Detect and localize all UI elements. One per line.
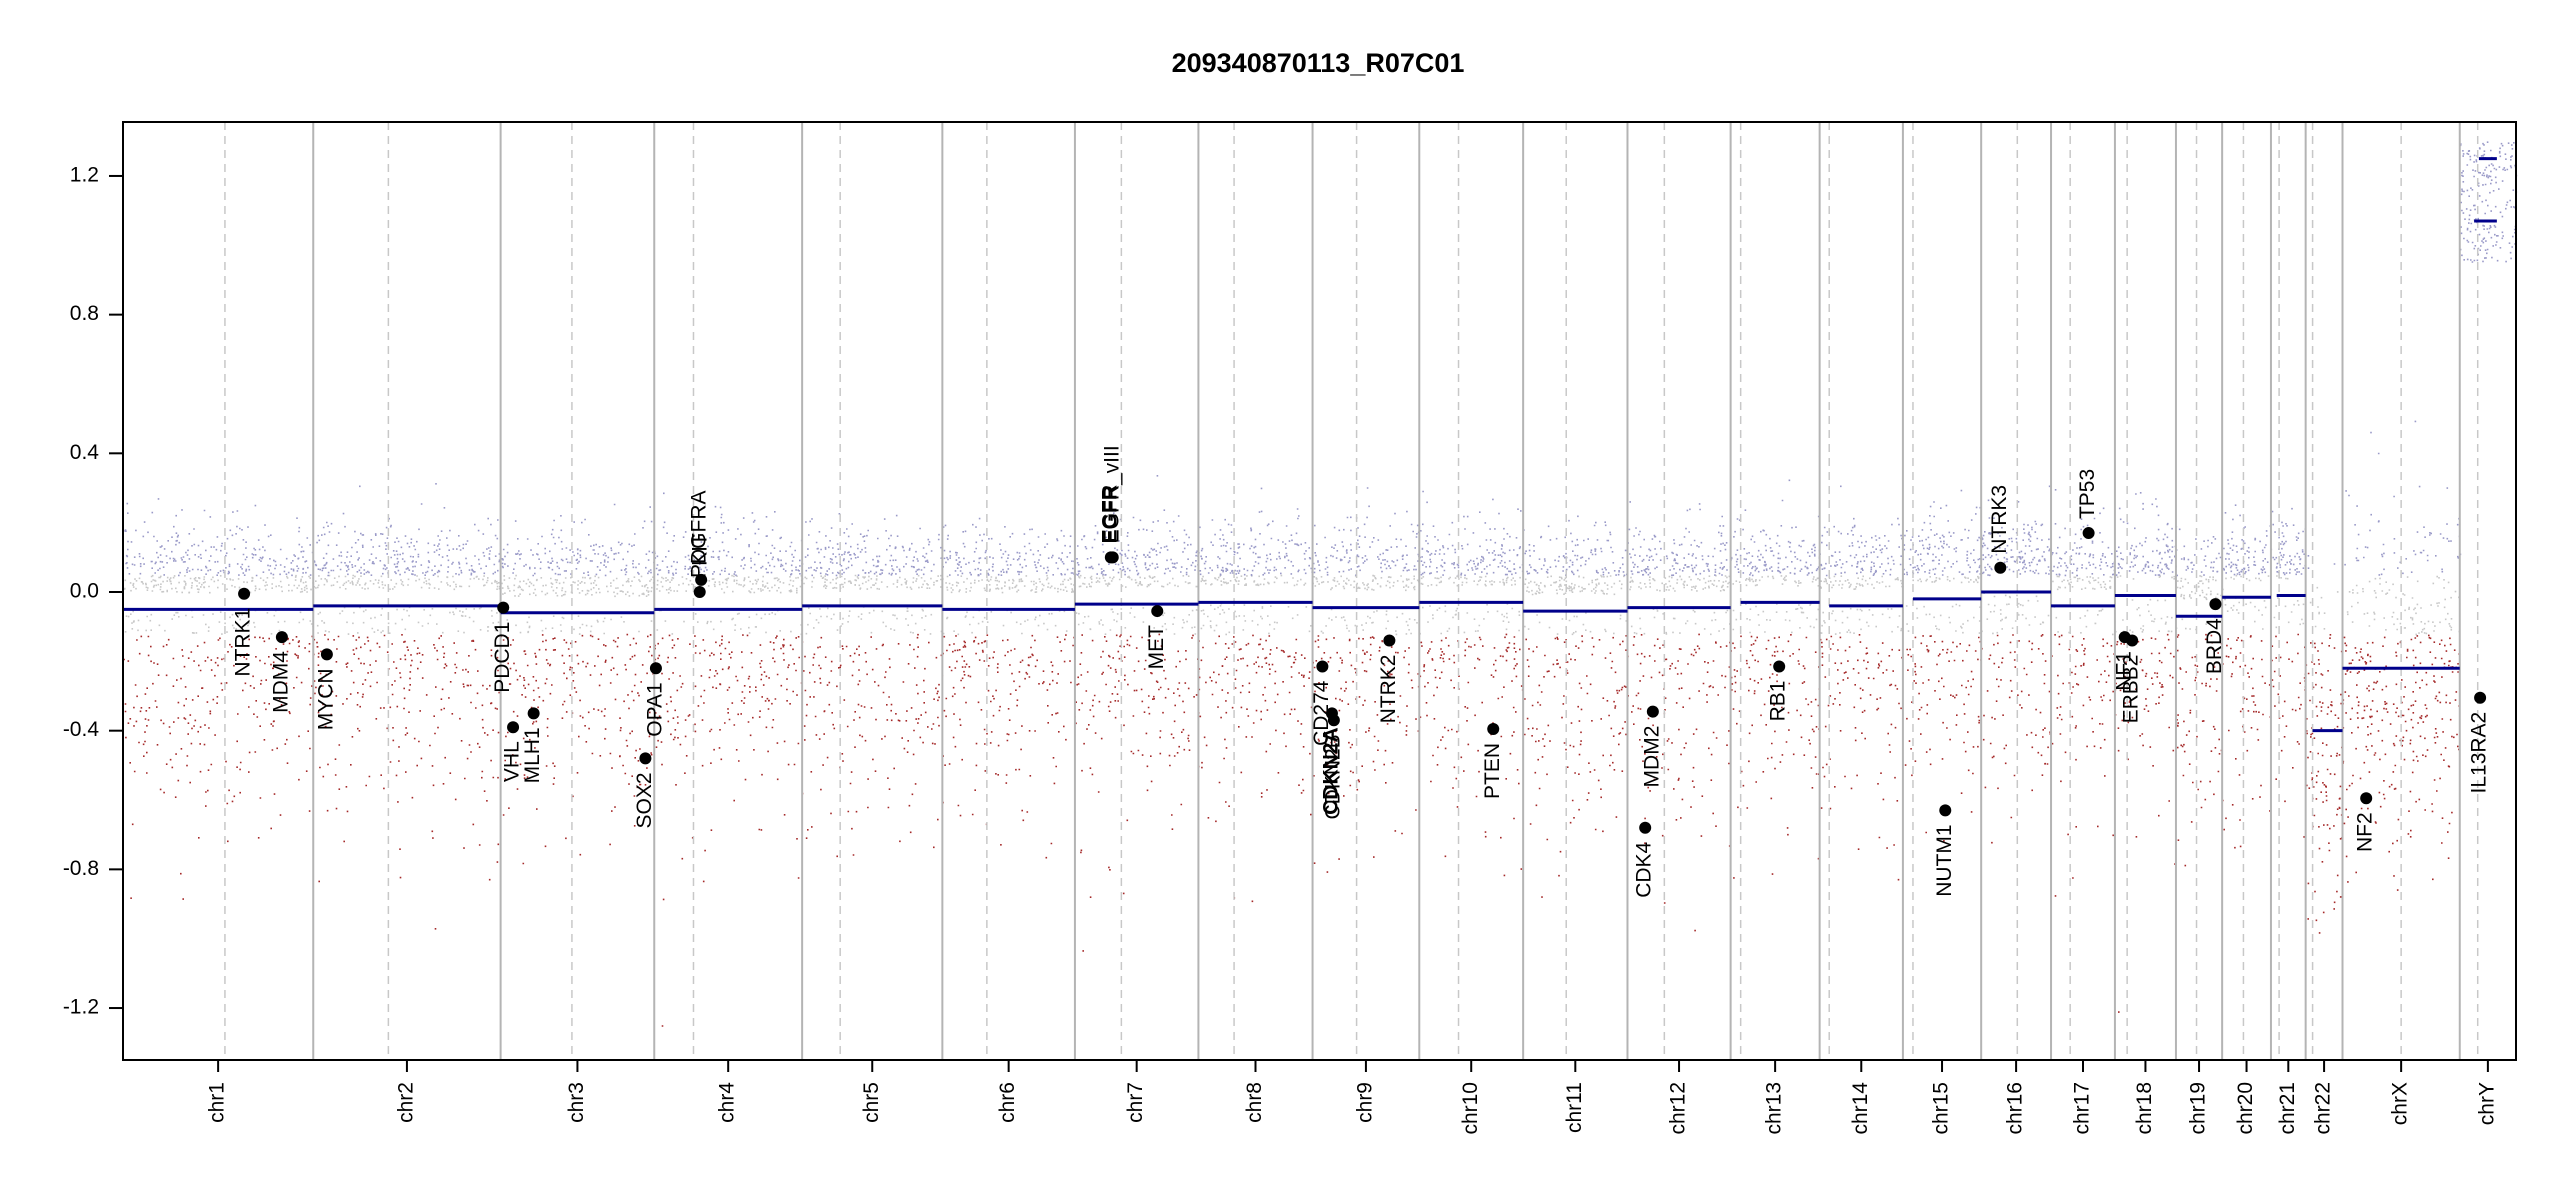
- gene-point: [507, 721, 520, 734]
- gene-label: NTRK3: [1988, 485, 2011, 554]
- gene-label: CD274: [1310, 680, 1333, 746]
- gene-point: [1106, 551, 1119, 564]
- gene-point: [2209, 598, 2222, 611]
- gene-label: VHL: [501, 741, 524, 782]
- gene-label: OPA1: [643, 682, 666, 736]
- chromosome-label: chr18: [2133, 1082, 2156, 1135]
- gene-label: MET: [1145, 625, 1168, 670]
- chromosome-label: chrY: [2475, 1082, 2498, 1125]
- loss-probe-points: [123, 633, 2460, 1027]
- gene-point: [2360, 792, 2373, 805]
- gene-label: MYCN: [314, 668, 337, 730]
- y-tick-label: 0.4: [70, 441, 100, 464]
- gene-label: MDM2: [1640, 726, 1663, 788]
- y-tick-label: 0.8: [70, 302, 99, 325]
- neutral-probe-points: [123, 574, 2461, 636]
- gene-label: KIT: [689, 533, 712, 566]
- chromosome-label: chr6: [996, 1082, 1019, 1123]
- chromosome-label: chr2: [394, 1082, 417, 1123]
- gene-point: [1939, 804, 1952, 817]
- chromosome-label: chr15: [1930, 1082, 1953, 1135]
- gene-label: NF2: [2354, 812, 2377, 852]
- gene-point: [649, 662, 662, 675]
- scatter-points-layer: [123, 141, 2518, 1027]
- gene-point: [693, 586, 706, 598]
- chromosome-label: chr7: [1124, 1082, 1147, 1123]
- gene-point: [1994, 561, 2007, 574]
- chromosome-label: chr20: [2234, 1082, 2257, 1135]
- y-tick-label: -0.4: [63, 718, 100, 741]
- gene-label: ERBB2: [2120, 655, 2143, 724]
- gene-label: BRD4: [2203, 618, 2226, 674]
- gene-point: [639, 752, 652, 765]
- gene-label: PTEN: [1481, 743, 1504, 799]
- gene-label: EGFR: [1098, 485, 1121, 543]
- chromosome-label: chr11: [1563, 1082, 1586, 1133]
- gene-point: [2474, 691, 2487, 704]
- y-tick-label: -0.8: [63, 857, 99, 880]
- gene-point: [695, 573, 708, 586]
- chromosome-label: chr1: [206, 1082, 229, 1123]
- chromosome-label: chr3: [565, 1082, 588, 1123]
- gene-label: SOX2: [633, 772, 656, 828]
- gene-label: NUTM1: [1933, 824, 1956, 896]
- chromosome-boundaries: [224, 122, 2479, 1060]
- gene-label: CDKN2B: [1321, 734, 1344, 819]
- gene-label: EGFR_vIII: [1100, 445, 1123, 543]
- axes: [122, 121, 2517, 1061]
- gene-point: [1316, 660, 1329, 673]
- chromosome-label: chr19: [2187, 1082, 2210, 1135]
- chromosome-label: chr5: [860, 1082, 883, 1123]
- gene-point: [2082, 527, 2095, 540]
- gene-label: RB1: [1767, 681, 1790, 722]
- gene-label: TP53: [2076, 469, 2099, 519]
- gene-label: CDKN2A: [1319, 727, 1342, 815]
- chromosome-label: chr14: [1849, 1082, 1872, 1135]
- gene-point: [497, 601, 510, 614]
- gene-label: PDGFRA: [687, 490, 710, 578]
- gene-label: PDCD1: [491, 622, 514, 693]
- segment-lines: [123, 157, 2497, 733]
- gene-label: NF1: [2112, 651, 2135, 691]
- gene-point: [1487, 722, 1500, 735]
- gene-point: [1383, 634, 1396, 647]
- gene-label: MDM4: [269, 651, 292, 713]
- y-tick-label: -1.2: [63, 996, 99, 1019]
- chromosome-label: chrX: [2389, 1082, 2412, 1125]
- gene-label: NTRK1: [232, 608, 255, 677]
- gene-point: [320, 648, 333, 661]
- gene-point: [275, 631, 288, 644]
- chromosome-label: chr17: [2071, 1082, 2094, 1135]
- gene-label: NTRK2: [1377, 655, 1400, 724]
- gene-point: [527, 707, 540, 720]
- gain-probe-points: [124, 141, 2518, 577]
- chart-title: 209340870113_R07C01: [1172, 48, 1465, 78]
- gene-label: MLH1: [521, 727, 544, 783]
- gene-point: [1327, 714, 1340, 727]
- gene-label: IL13RA2: [2468, 712, 2491, 794]
- chromosome-label: chr22: [2312, 1082, 2335, 1135]
- y-tick-label: 0.0: [70, 580, 99, 603]
- chromosome-label: chr16: [2004, 1082, 2027, 1135]
- chromosome-label: chr4: [716, 1082, 739, 1123]
- y-tick-label: 1.2: [70, 164, 99, 187]
- x-axis-chromosome-labels: chr1 chr2 chr3 chr4 chr5 chr6 chr7 chr8 chr9 chr1…: [206, 1060, 2498, 1135]
- y-axis: 1.2 0.8 0.4 0.0 -0.4 -0.8 -1.2: [63, 164, 123, 1019]
- chromosome-label: chr12: [1667, 1082, 1690, 1135]
- chromosome-label: chr8: [1243, 1082, 1266, 1123]
- gene-point: [1646, 705, 1659, 718]
- gene-point: [1151, 605, 1164, 618]
- chromosome-label: chr13: [1763, 1082, 1786, 1135]
- chromosome-label: chr9: [1353, 1082, 1376, 1123]
- gene-point: [1639, 821, 1652, 834]
- gene-point: [238, 587, 251, 600]
- gene-point: [1773, 660, 1786, 673]
- chromosome-label: chr21: [2276, 1082, 2299, 1135]
- gene-point: [2126, 634, 2139, 647]
- gene-label: CDK4: [1633, 841, 1656, 897]
- chromosome-label: chr10: [1459, 1082, 1482, 1135]
- plot-frame: [122, 121, 2517, 1061]
